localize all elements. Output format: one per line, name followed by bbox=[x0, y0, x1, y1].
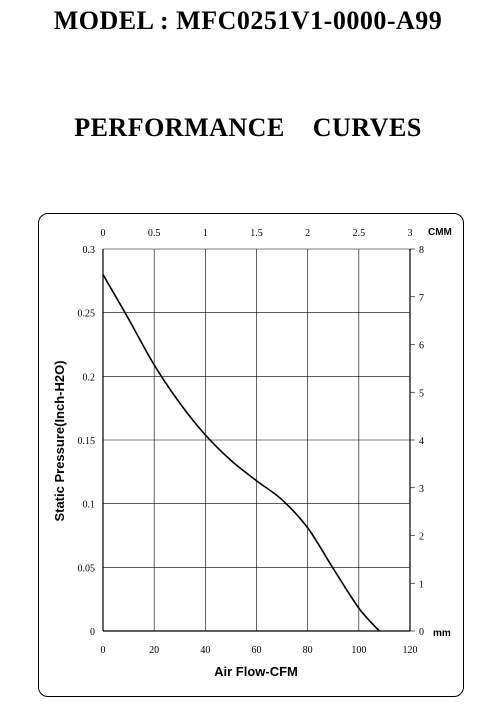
y2-tick-label: 6 bbox=[419, 341, 424, 352]
y2-unit-label: mm bbox=[433, 628, 451, 639]
x2-tick-label: 2 bbox=[305, 228, 310, 239]
y-tick-label: 0.2 bbox=[83, 372, 96, 383]
y2-tick-label: 0 bbox=[419, 627, 424, 638]
x2-tick-label: 0.5 bbox=[148, 228, 161, 239]
y2-tick-label: 4 bbox=[419, 436, 424, 447]
y-tick-label: 0.05 bbox=[78, 563, 96, 574]
y2-tick-label: 1 bbox=[419, 579, 424, 590]
x2-tick-label: 0 bbox=[101, 228, 106, 239]
chart-grid bbox=[102, 248, 411, 632]
y2-tick-label: 8 bbox=[419, 245, 424, 256]
x2-unit-label: CMM bbox=[428, 227, 452, 238]
x2-tick-label: 3 bbox=[408, 228, 413, 239]
model-title: MODEL : MFC0251V1-0000-A99 bbox=[53, 6, 443, 35]
y-axis-label: Static Pressure(Inch-H2O) bbox=[52, 360, 67, 521]
x-tick-label: 20 bbox=[149, 645, 159, 656]
y-tick-label: 0.15 bbox=[78, 436, 96, 447]
x-tick-label: 40 bbox=[200, 645, 210, 656]
y-tick-label: 0.1 bbox=[83, 500, 96, 511]
y-tick-label: 0.3 bbox=[83, 245, 96, 256]
x2-tick-label: 1 bbox=[203, 228, 208, 239]
y-tick-label: 0 bbox=[90, 627, 95, 638]
chart-frame bbox=[38, 213, 464, 697]
x-tick-label: 120 bbox=[403, 645, 418, 656]
x2-tick-label: 1.5 bbox=[250, 228, 263, 239]
pressure-curve bbox=[102, 274, 380, 632]
y2-tick-label: 5 bbox=[419, 388, 424, 399]
x-tick-label: 0 bbox=[101, 645, 106, 656]
performance-curves-title: PERFORMANCE CURVES bbox=[74, 113, 422, 142]
y2-tick-label: 3 bbox=[419, 484, 424, 495]
x-tick-label: 60 bbox=[252, 645, 262, 656]
y-tick-label: 0.25 bbox=[78, 309, 96, 320]
x-tick-label: 100 bbox=[351, 645, 366, 656]
x-axis-label: Air Flow-CFM bbox=[214, 664, 298, 679]
x2-tick-label: 2.5 bbox=[353, 228, 366, 239]
x-tick-label: 80 bbox=[303, 645, 313, 656]
y2-tick-label: 7 bbox=[419, 293, 424, 304]
y2-tick-label: 2 bbox=[419, 532, 424, 543]
